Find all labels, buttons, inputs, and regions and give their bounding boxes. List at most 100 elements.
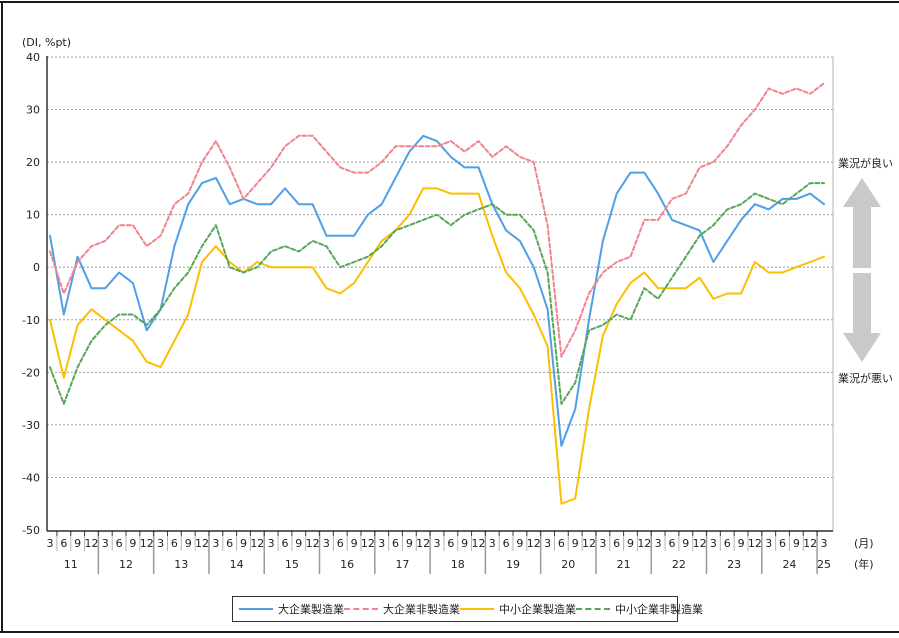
arrow-up-icon bbox=[843, 178, 881, 268]
x-year-label: 17 bbox=[395, 558, 409, 571]
y-tick-label: -30 bbox=[22, 419, 40, 432]
x-quarter-label: 12 bbox=[582, 537, 596, 550]
legend-label: 中小企業非製造業 bbox=[615, 603, 703, 616]
x-quarter-label: 9 bbox=[185, 537, 192, 550]
legend-line-sample-icon bbox=[576, 608, 610, 610]
x-quarter-label: 6 bbox=[171, 537, 178, 550]
x-quarter-label: 6 bbox=[116, 537, 123, 550]
x-quarter-label: 3 bbox=[765, 537, 772, 550]
x-quarter-label: 3 bbox=[268, 537, 275, 550]
x-year-label: 25 bbox=[817, 558, 831, 571]
x-quarter-label: 12 bbox=[527, 537, 541, 550]
x-quarter-label: 6 bbox=[392, 537, 399, 550]
x-quarter-label: 12 bbox=[416, 537, 430, 550]
annotation-business-good: 業況が良い bbox=[838, 156, 893, 170]
x-quarter-label: 12 bbox=[250, 537, 264, 550]
x-quarter-label: 3 bbox=[820, 537, 827, 550]
x-quarter-label: 9 bbox=[627, 537, 634, 550]
series-line-2 bbox=[49, 187, 825, 505]
x-quarter-label: 9 bbox=[682, 537, 689, 550]
x-quarter-label: 12 bbox=[471, 537, 485, 550]
y-tick-label: -10 bbox=[22, 314, 40, 327]
x-year-label: 24 bbox=[782, 558, 796, 571]
x-year-label: 16 bbox=[340, 558, 354, 571]
x-quarter-label: 12 bbox=[693, 537, 707, 550]
legend-line-sample-icon bbox=[344, 608, 378, 610]
x-quarter-label: 6 bbox=[724, 537, 731, 550]
x-quarter-label: 9 bbox=[295, 537, 302, 550]
y-tick-label: 40 bbox=[26, 51, 40, 64]
x-quarter-label: 3 bbox=[433, 537, 440, 550]
series-line-3 bbox=[49, 182, 825, 405]
x-quarter-label: 6 bbox=[558, 537, 565, 550]
x-quarter-label: 9 bbox=[516, 537, 523, 550]
legend-label: 大企業非製造業 bbox=[383, 603, 460, 616]
legend-line-sample-icon bbox=[460, 608, 494, 610]
x-quarter-label: 9 bbox=[793, 537, 800, 550]
x-year-label: 12 bbox=[119, 558, 133, 571]
x-quarter-label: 6 bbox=[779, 537, 786, 550]
legend-item-0: 大企業製造業 bbox=[239, 601, 344, 617]
x-quarter-label: 3 bbox=[489, 537, 496, 550]
x-quarter-label: 9 bbox=[240, 537, 247, 550]
x-quarter-label: 6 bbox=[668, 537, 675, 550]
x-quarter-label: 12 bbox=[140, 537, 154, 550]
x-year-label: 21 bbox=[617, 558, 631, 571]
x-quarter-label: 3 bbox=[323, 537, 330, 550]
x-quarter-label: 12 bbox=[361, 537, 375, 550]
x-year-label: 11 bbox=[64, 558, 78, 571]
legend-label: 中小企業製造業 bbox=[499, 603, 576, 616]
x-quarter-label: 9 bbox=[351, 537, 358, 550]
x-quarter-label: 9 bbox=[129, 537, 136, 550]
y-tick-label: 20 bbox=[26, 156, 40, 169]
x-quarter-label: 3 bbox=[710, 537, 717, 550]
y-tick-label: 10 bbox=[26, 209, 40, 222]
legend-label: 大企業製造業 bbox=[278, 603, 344, 616]
page-border-left bbox=[1, 1, 3, 632]
x-quarter-label: 6 bbox=[613, 537, 620, 550]
y-axis-unit-label: (DI, %pt) bbox=[22, 36, 71, 49]
x-quarter-label: 3 bbox=[157, 537, 164, 550]
x-quarter-label: 12 bbox=[637, 537, 651, 550]
x-quarter-label: 12 bbox=[803, 537, 817, 550]
year-axis-label: (年) bbox=[854, 557, 874, 571]
x-quarter-label: 3 bbox=[655, 537, 662, 550]
x-quarter-label: 6 bbox=[503, 537, 510, 550]
x-quarter-label: 3 bbox=[378, 537, 385, 550]
series-line-1 bbox=[49, 82, 825, 358]
y-tick-label: -20 bbox=[22, 366, 40, 379]
month-axis-label: (月) bbox=[854, 537, 874, 550]
x-year-label: 19 bbox=[506, 558, 520, 571]
x-quarter-label: 3 bbox=[47, 537, 54, 550]
y-tick-label: -40 bbox=[22, 471, 40, 484]
series-line-0 bbox=[49, 134, 825, 447]
x-quarter-label: 9 bbox=[572, 537, 579, 550]
x-quarter-label: 9 bbox=[74, 537, 81, 550]
x-quarter-label: 12 bbox=[84, 537, 98, 550]
annotation-business-bad: 業況が悪い bbox=[838, 371, 893, 385]
x-year-label: 18 bbox=[451, 558, 465, 571]
x-quarter-label: 9 bbox=[738, 537, 745, 550]
chart-legend: 大企業製造業 大企業非製造業 中小企業製造業 中小企業非製造業 bbox=[232, 596, 703, 622]
legend-line-sample-icon bbox=[239, 608, 273, 610]
x-year-label: 23 bbox=[727, 558, 741, 571]
x-quarter-label: 9 bbox=[406, 537, 413, 550]
page-border-top bbox=[0, 1, 899, 3]
x-quarter-label: 3 bbox=[102, 537, 109, 550]
x-quarter-label: 3 bbox=[599, 537, 606, 550]
x-quarter-label: 6 bbox=[337, 537, 344, 550]
y-tick-label: 0 bbox=[33, 261, 40, 274]
arrow-down-icon bbox=[843, 273, 881, 362]
x-year-label: 20 bbox=[561, 558, 575, 571]
x-quarter-label: 3 bbox=[544, 537, 551, 550]
y-tick-label: 30 bbox=[26, 104, 40, 117]
x-quarter-label: 6 bbox=[447, 537, 454, 550]
x-year-label: 15 bbox=[285, 558, 299, 571]
legend-item-1: 大企業非製造業 bbox=[344, 601, 460, 617]
x-quarter-label: 6 bbox=[281, 537, 288, 550]
x-quarter-label: 12 bbox=[195, 537, 209, 550]
x-year-label: 14 bbox=[230, 558, 244, 571]
